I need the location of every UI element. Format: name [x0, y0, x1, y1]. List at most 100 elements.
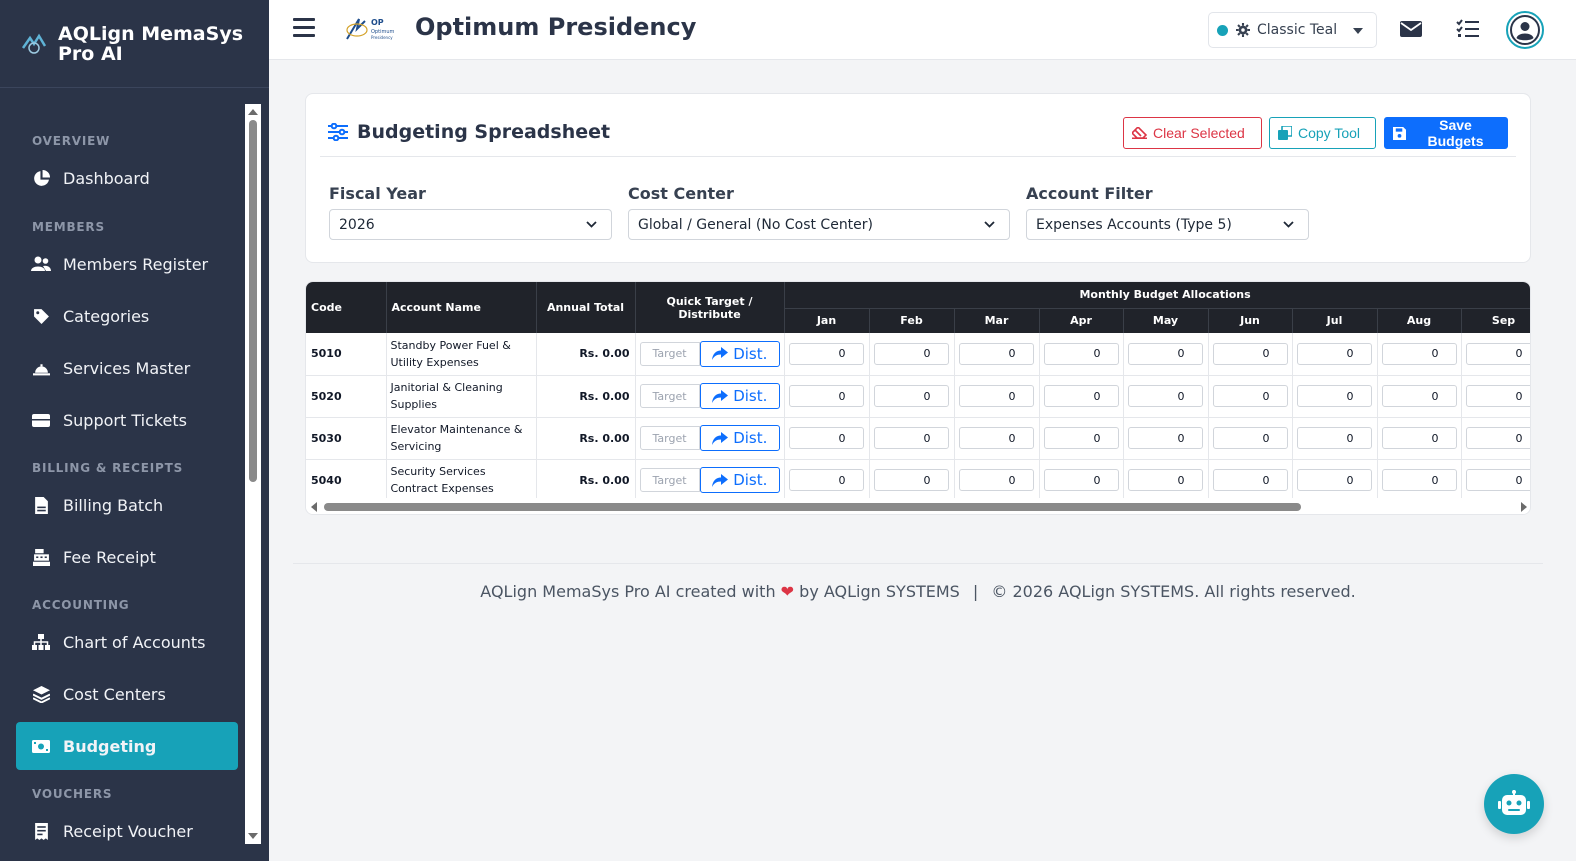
month-value-input[interactable]: 0 — [1212, 342, 1288, 365]
target-input[interactable]: Target — [639, 384, 701, 408]
scroll-up-arrow-icon[interactable] — [248, 109, 258, 115]
month-value-input[interactable]: 0 — [958, 342, 1034, 365]
distribute-button[interactable]: Dist. — [700, 467, 780, 493]
divider — [320, 156, 1516, 157]
month-value-input[interactable]: 0 — [788, 427, 864, 449]
month-value-input[interactable]: 0 — [873, 469, 949, 491]
month-value-input[interactable]: 0 — [873, 342, 949, 365]
month-value-input[interactable]: 0 — [1381, 427, 1457, 449]
cost-center-select[interactable]: Global / General (No Cost Center) — [628, 209, 1010, 240]
month-value-input[interactable]: 0 — [788, 342, 864, 365]
month-value-input[interactable]: 0 — [1296, 469, 1372, 491]
budget-table: Code Account Name Annual Total Quick Tar… — [306, 282, 1530, 502]
month-value-input[interactable]: 0 — [788, 469, 864, 491]
month-value-input[interactable]: 0 — [1381, 385, 1457, 407]
month-value-input[interactable]: 0 — [1465, 469, 1530, 491]
sidebar-item-categories[interactable]: Categories — [16, 292, 238, 340]
clear-selected-button[interactable]: Clear Selected — [1123, 117, 1262, 149]
month-value-input[interactable]: 0 — [873, 385, 949, 407]
target-input[interactable]: Target — [639, 341, 701, 366]
save-budgets-label: Save Budgets — [1427, 117, 1484, 149]
scroll-right-arrow-icon[interactable] — [1521, 502, 1527, 512]
month-value-input[interactable]: 0 — [873, 427, 949, 449]
scrollbar-thumb[interactable] — [249, 120, 257, 482]
month-value-input[interactable]: 0 — [1212, 427, 1288, 449]
account-code: 5030 — [306, 417, 387, 460]
sidebar-item-receipt-voucher[interactable]: Receipt Voucher — [16, 807, 238, 844]
footer-credit-prefix: AQLign MemaSys Pro AI created with — [480, 582, 776, 601]
theme-select-value: Classic Teal — [1257, 22, 1338, 38]
distribute-button[interactable]: Dist. — [700, 383, 780, 409]
account-filter-value: Expenses Accounts (Type 5) — [1036, 216, 1232, 233]
chatbot-button[interactable] — [1484, 774, 1544, 834]
brand[interactable]: AQLign MemaSys Pro AI — [0, 0, 269, 88]
tags-icon — [31, 306, 51, 326]
sidebar-item-fee-receipt[interactable]: Fee Receipt — [16, 533, 238, 581]
month-value-input[interactable]: 0 — [1127, 342, 1203, 365]
budget-table-container: Code Account Name Annual Total Quick Tar… — [305, 281, 1531, 515]
cost-center-value: Global / General (No Cost Center) — [638, 216, 874, 233]
month-value-input[interactable]: 0 — [958, 469, 1034, 491]
scroll-left-arrow-icon[interactable] — [311, 502, 317, 512]
month-value-input[interactable]: 0 — [1043, 342, 1119, 365]
sidebar-item-dashboard[interactable]: Dashboard — [16, 154, 238, 202]
sidebar-item-members-register[interactable]: Members Register — [16, 240, 238, 288]
nav-section-overview: OVERVIEW — [32, 134, 111, 148]
theme-select[interactable]: Classic Teal — [1208, 12, 1377, 48]
sidebar-item-cost-centers[interactable]: Cost Centers — [16, 670, 238, 718]
month-value-input[interactable]: 0 — [1296, 427, 1372, 449]
month-value-input[interactable]: 0 — [1296, 342, 1372, 365]
robot-icon — [1498, 790, 1530, 815]
account-filter-select[interactable]: Expenses Accounts (Type 5) — [1026, 209, 1309, 240]
user-circle-icon — [1510, 15, 1540, 45]
fiscal-year-select[interactable]: 2026 — [329, 209, 612, 240]
month-value-input[interactable]: 0 — [1381, 342, 1457, 365]
save-budgets-button[interactable]: Save Budgets — [1384, 117, 1508, 149]
month-value-input[interactable]: 0 — [1465, 427, 1530, 449]
nav-section-members: MEMBERS — [32, 220, 105, 234]
month-header: Aug — [1377, 308, 1462, 333]
month-value-input[interactable]: 0 — [1212, 469, 1288, 491]
month-value-input[interactable]: 0 — [1127, 427, 1203, 449]
table-horizontal-scrollbar[interactable] — [306, 498, 1530, 514]
sidebar-item-services-master[interactable]: Services Master — [16, 344, 238, 392]
target-input[interactable]: Target — [639, 426, 701, 450]
table-scrollbar-thumb[interactable] — [324, 503, 1301, 511]
month-value-input[interactable]: 0 — [1465, 385, 1530, 407]
month-value-input[interactable]: 0 — [958, 427, 1034, 449]
account-name: Standby Power Fuel & Utility Expenses — [390, 338, 511, 369]
col-header-code: Code — [306, 282, 387, 333]
month-value-input[interactable]: 0 — [1212, 385, 1288, 407]
month-value-input[interactable]: 0 — [1381, 469, 1457, 491]
sidebar-item-billing-batch[interactable]: Billing Batch — [16, 481, 238, 529]
sidebar-item-support-tickets[interactable]: Support Tickets — [16, 396, 238, 444]
month-value-input[interactable]: 0 — [1127, 385, 1203, 407]
scroll-down-arrow-icon[interactable] — [248, 833, 258, 839]
target-input[interactable]: Target — [639, 468, 701, 492]
sidebar-item-chart-of-accounts[interactable]: Chart of Accounts — [16, 618, 238, 666]
month-value-input[interactable]: 0 — [1465, 342, 1530, 365]
month-value-input[interactable]: 0 — [1043, 469, 1119, 491]
month-value-input[interactable]: 0 — [1127, 469, 1203, 491]
sidebar-item-label: Cost Centers — [63, 684, 166, 704]
sitemap-icon — [31, 632, 51, 652]
month-value-input[interactable]: 0 — [958, 385, 1034, 407]
distribute-button[interactable]: Dist. — [700, 425, 780, 451]
sidebar-scrollbar[interactable] — [245, 104, 261, 844]
share-arrow-icon — [712, 431, 729, 445]
tasks-checklist-icon[interactable] — [1456, 18, 1480, 40]
distribute-button[interactable]: Dist. — [700, 340, 780, 367]
envelope-icon[interactable] — [1399, 18, 1423, 40]
month-value-input[interactable]: 0 — [1043, 427, 1119, 449]
user-avatar[interactable] — [1506, 11, 1544, 49]
sidebar-item-budgeting[interactable]: Budgeting — [16, 722, 238, 770]
account-code: 5020 — [306, 375, 387, 418]
col-header-monthly: Monthly Budget Allocations — [784, 282, 1530, 309]
month-value-input[interactable]: 0 — [1296, 385, 1372, 407]
month-value-input[interactable]: 0 — [1043, 385, 1119, 407]
copy-tool-button[interactable]: Copy Tool — [1269, 117, 1376, 149]
theme-color-dot — [1217, 24, 1228, 36]
month-value-input[interactable]: 0 — [788, 385, 864, 407]
annual-total: Rs. 0.00 — [536, 459, 636, 502]
menu-toggle-icon[interactable] — [293, 18, 315, 37]
